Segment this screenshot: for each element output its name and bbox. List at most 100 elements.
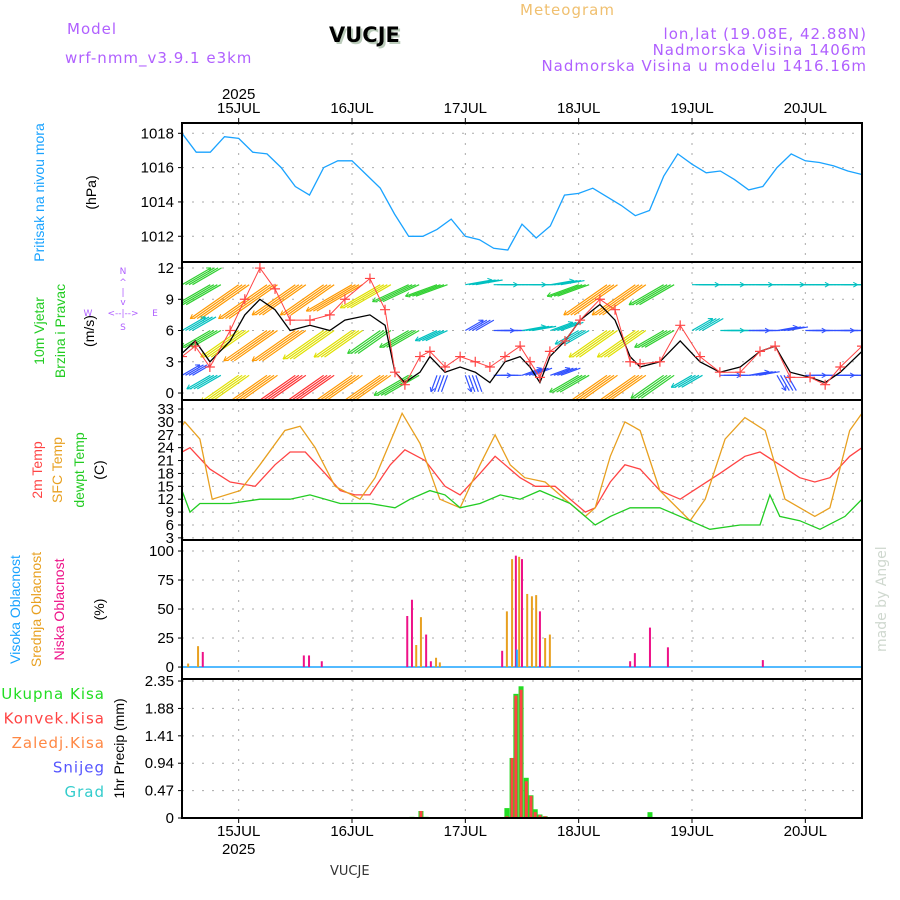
x-tick-label-bottom: 15JUL <box>217 823 260 840</box>
wind-arrow <box>297 374 335 400</box>
precip-bar-convective <box>514 695 518 818</box>
wind-arrow <box>475 375 483 393</box>
wind-gust-marker <box>190 341 201 352</box>
temp-legend-1: SFC Temp <box>49 437 65 503</box>
wind-arrow-head <box>487 277 493 284</box>
wind-arrow-head <box>568 352 575 358</box>
wind-gust-marker <box>239 294 250 305</box>
wind-arrow-head <box>768 281 773 288</box>
wind-gust-marker <box>525 356 536 367</box>
precip-legend-1: Konvek.Kisa <box>4 710 105 728</box>
compass-arrows-horizontal: <--|--> <box>107 309 138 319</box>
y-tick-label: 12 <box>157 260 174 277</box>
wind-gust-marker <box>534 372 545 383</box>
wind-gust-marker <box>544 346 555 357</box>
precip-legend-3: Snijeg <box>53 759 105 777</box>
wind-arrow-head <box>279 310 286 316</box>
wind-arrow <box>182 267 212 286</box>
wind-arrow-head <box>878 373 882 378</box>
y-tick-label: 21 <box>157 453 174 470</box>
wind-arrow <box>320 330 360 358</box>
y-tick-label: 24 <box>157 440 174 457</box>
wind-arrow <box>472 279 500 286</box>
y-tick-label: 0.94 <box>145 755 174 772</box>
wind-arrow <box>234 374 271 400</box>
precip-legend-0: Ukupna Kisa <box>1 685 105 703</box>
wind-arrow <box>354 374 392 400</box>
wind-arrow <box>313 330 353 358</box>
wind-arrow <box>698 318 721 332</box>
wind-arrow <box>572 330 611 358</box>
compass-west: W <box>84 309 93 319</box>
wind-arrow-head <box>546 292 553 298</box>
wind-arrow <box>182 330 211 348</box>
wind-arrow <box>255 284 300 316</box>
cloud-bar-mid <box>518 556 521 668</box>
wind-arrow <box>532 325 557 332</box>
wind-arrow <box>634 330 664 348</box>
wind-arrow-head <box>305 306 312 312</box>
cloud-bar-low <box>514 555 517 668</box>
wind-arrow <box>196 284 247 320</box>
wind-arrow <box>312 284 360 312</box>
wind-arrow <box>354 330 388 354</box>
cloud-bar-mid <box>548 634 551 668</box>
model-name: wrf-nmm_v3.9.1 e3km <box>65 49 252 68</box>
wind-arrow-head <box>781 385 787 391</box>
elevation: Nadmorska Visina 1406m <box>653 41 867 59</box>
wind-arrow <box>357 330 392 354</box>
wind-arrow <box>779 375 790 391</box>
wind-arrow-head <box>541 281 547 288</box>
x-tick-label-top: 18JUL <box>557 100 600 117</box>
plot-area: 1012 1014 1016 1018 Pritisak na nivou mora (h… <box>1 86 882 858</box>
wind-gust-marker <box>594 294 605 305</box>
wind-arrow-head <box>630 393 636 399</box>
wind-arrow <box>550 279 575 286</box>
panel-frame-precip <box>181 678 863 819</box>
wind-arrow <box>577 374 615 400</box>
wind-arrow <box>182 284 211 302</box>
wind-unit: (m/s) <box>81 315 97 347</box>
wind-arrow <box>202 374 240 400</box>
wind-arrow-head <box>569 278 575 285</box>
wind-gust-marker <box>805 372 816 383</box>
wind-arrow-head <box>478 319 484 325</box>
wind-arrow-head <box>567 321 574 327</box>
pressure-label: Pritisak na nivou mora <box>31 123 47 262</box>
wind-arrow <box>553 284 586 297</box>
wind-arrow <box>182 284 215 304</box>
wind-gust-line <box>182 267 862 386</box>
cloud-bar-mid <box>530 596 533 668</box>
wind-arrow <box>287 284 332 316</box>
wind-arrow <box>595 284 640 316</box>
wind-arrow <box>415 284 448 297</box>
wind-arrow <box>681 374 703 388</box>
wind-arrow-head <box>707 318 714 324</box>
wind-gust-marker <box>415 351 425 362</box>
wind-arrow <box>670 374 693 388</box>
cloud-bar-mid <box>505 611 508 668</box>
wind-arrow <box>414 329 438 342</box>
wind-arrow <box>600 330 640 358</box>
wind-arrow <box>634 374 668 399</box>
wind-gust-marker <box>364 273 375 284</box>
wind-arrow-head <box>373 390 380 396</box>
wind-arrow <box>574 374 611 400</box>
wind-arrow <box>787 326 809 332</box>
wind-arrow <box>343 284 385 309</box>
precip-bar-convective <box>519 689 523 818</box>
wind-arrow <box>641 330 671 348</box>
wind-arrow <box>379 284 416 303</box>
wind-arrow <box>637 330 668 348</box>
y-tick-label: 12 <box>157 491 174 508</box>
wind-gust-marker <box>515 341 526 352</box>
wind-arrow <box>347 374 385 400</box>
wind-arrow <box>630 374 665 399</box>
wind-arrow <box>440 375 449 393</box>
wind-arrow <box>200 284 250 320</box>
wind-arrow <box>305 284 353 312</box>
wind-arrow <box>290 374 328 400</box>
y-tick-label: 1.88 <box>145 700 174 717</box>
wind-arrow <box>384 374 420 396</box>
wind-arrow <box>280 284 325 316</box>
